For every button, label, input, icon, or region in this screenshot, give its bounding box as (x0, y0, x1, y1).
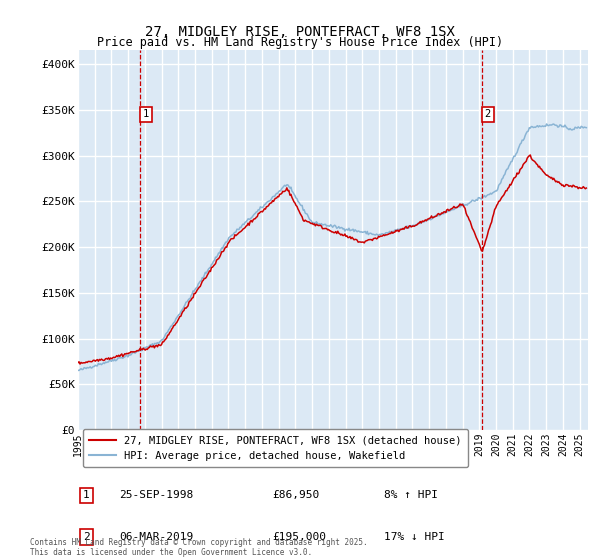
Text: 8% ↑ HPI: 8% ↑ HPI (384, 491, 438, 501)
Text: 06-MAR-2019: 06-MAR-2019 (119, 532, 193, 542)
Text: 25-SEP-1998: 25-SEP-1998 (119, 491, 193, 501)
Text: Contains HM Land Registry data © Crown copyright and database right 2025.
This d: Contains HM Land Registry data © Crown c… (30, 538, 368, 557)
Text: 27, MIDGLEY RISE, PONTEFRACT, WF8 1SX: 27, MIDGLEY RISE, PONTEFRACT, WF8 1SX (145, 25, 455, 39)
Text: £195,000: £195,000 (272, 532, 326, 542)
Text: 2: 2 (485, 109, 491, 119)
Text: 2: 2 (83, 532, 90, 542)
Legend: 27, MIDGLEY RISE, PONTEFRACT, WF8 1SX (detached house), HPI: Average price, deta: 27, MIDGLEY RISE, PONTEFRACT, WF8 1SX (d… (83, 430, 467, 467)
Text: 1: 1 (143, 109, 149, 119)
Text: 1: 1 (83, 491, 90, 501)
Text: 17% ↓ HPI: 17% ↓ HPI (384, 532, 445, 542)
Text: Price paid vs. HM Land Registry's House Price Index (HPI): Price paid vs. HM Land Registry's House … (97, 36, 503, 49)
Text: £86,950: £86,950 (272, 491, 319, 501)
